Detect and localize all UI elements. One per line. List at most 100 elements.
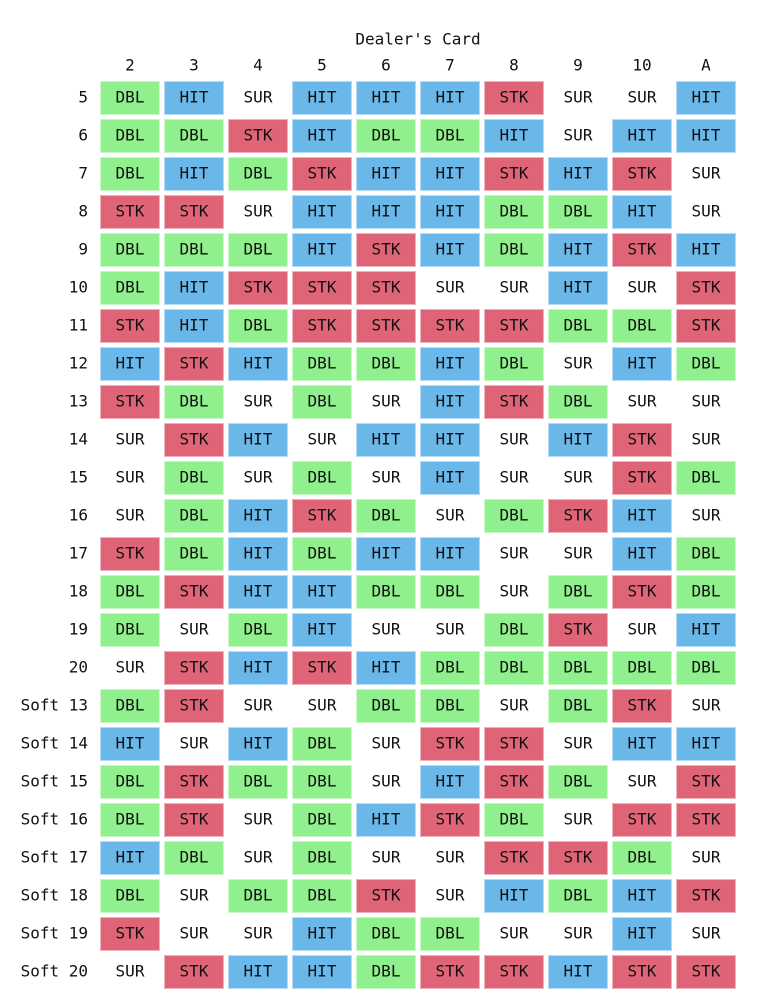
- cell-action: STK: [500, 772, 529, 791]
- cell-bg: [611, 498, 673, 534]
- cell-action: HIT: [692, 88, 721, 107]
- cell-action: STK: [180, 354, 209, 373]
- cell-action: SUR: [116, 506, 145, 525]
- cell-action: DBL: [436, 582, 465, 601]
- cell-action: HIT: [628, 354, 657, 373]
- cell-bg: [227, 118, 289, 154]
- cell-action: HIT: [436, 354, 465, 373]
- cell-action: DBL: [116, 278, 145, 297]
- cell-action: DBL: [372, 962, 401, 981]
- cell-action: SUR: [628, 88, 657, 107]
- cell-action: STK: [244, 126, 273, 145]
- cell-action: STK: [180, 658, 209, 677]
- cell-action: SUR: [500, 544, 529, 563]
- cell-bg: [483, 650, 545, 686]
- cell-bg: [484, 271, 544, 305]
- cell-action: DBL: [116, 88, 145, 107]
- cell-action: STK: [180, 582, 209, 601]
- cell-action: HIT: [308, 88, 337, 107]
- cell-action: SUR: [436, 848, 465, 867]
- cell-action: STK: [500, 848, 529, 867]
- cell-bg: [355, 346, 417, 382]
- cell-action: HIT: [372, 202, 401, 221]
- cell-action: HIT: [372, 88, 401, 107]
- cell-bg: [99, 80, 161, 116]
- cell-bg: [419, 232, 481, 268]
- cell-action: HIT: [308, 620, 337, 639]
- cell-action: STK: [180, 696, 209, 715]
- cell-bg: [611, 346, 673, 382]
- cell-bg: [484, 423, 544, 457]
- cell-action: STK: [436, 734, 465, 753]
- cell-bg: [99, 840, 161, 876]
- cell-action: DBL: [692, 544, 721, 563]
- cell-bg: [675, 308, 737, 344]
- cell-action: DBL: [116, 886, 145, 905]
- column-header: 6: [381, 56, 391, 75]
- cell-action: HIT: [372, 810, 401, 829]
- cell-bg: [675, 232, 737, 268]
- cell-bg: [355, 156, 417, 192]
- row-label: 12: [69, 354, 88, 373]
- cell-bg: [291, 156, 353, 192]
- cell-bg: [547, 194, 609, 230]
- row-label: 13: [69, 392, 88, 411]
- cell-action: SUR: [244, 202, 273, 221]
- cell-bg: [228, 803, 288, 837]
- cell-bg: [611, 232, 673, 268]
- cell-bg: [547, 422, 609, 458]
- row-label: 15: [69, 468, 88, 487]
- cell-bg: [355, 270, 417, 306]
- cell-bg: [227, 726, 289, 762]
- cell-action: HIT: [244, 354, 273, 373]
- cell-action: HIT: [308, 924, 337, 943]
- cell-action: STK: [628, 810, 657, 829]
- cell-action: SUR: [628, 620, 657, 639]
- cell-bg: [291, 80, 353, 116]
- cell-bg: [420, 499, 480, 533]
- cell-bg: [612, 765, 672, 799]
- cell-bg: [548, 803, 608, 837]
- cell-action: STK: [628, 468, 657, 487]
- cell-bg: [99, 270, 161, 306]
- cell-action: STK: [436, 962, 465, 981]
- cell-action: HIT: [244, 506, 273, 525]
- cell-bg: [419, 954, 481, 990]
- cell-action: SUR: [436, 886, 465, 905]
- cell-action: DBL: [372, 696, 401, 715]
- cell-bg: [227, 346, 289, 382]
- cell-action: DBL: [180, 848, 209, 867]
- cell-action: STK: [180, 962, 209, 981]
- cell-bg: [675, 650, 737, 686]
- cell-action: STK: [628, 240, 657, 259]
- cell-action: DBL: [436, 696, 465, 715]
- cell-bg: [291, 536, 353, 572]
- cell-bg: [164, 613, 224, 647]
- cell-action: SUR: [116, 468, 145, 487]
- cell-bg: [420, 841, 480, 875]
- cell-bg: [227, 764, 289, 800]
- cell-bg: [547, 688, 609, 724]
- cell-action: SUR: [372, 734, 401, 753]
- cell-bg: [419, 422, 481, 458]
- cell-action: DBL: [628, 316, 657, 335]
- cell-bg: [164, 917, 224, 951]
- cell-bg: [675, 536, 737, 572]
- cell-bg: [292, 423, 352, 457]
- row-label: 18: [69, 582, 88, 601]
- cell-action: SUR: [180, 924, 209, 943]
- cell-bg: [611, 878, 673, 914]
- cell-action: DBL: [244, 240, 273, 259]
- cell-bg: [99, 612, 161, 648]
- cell-action: HIT: [436, 240, 465, 259]
- cell-bg: [163, 422, 225, 458]
- cell-action: DBL: [116, 582, 145, 601]
- cell-bg: [676, 689, 736, 723]
- cell-bg: [483, 384, 545, 420]
- cell-bg: [611, 954, 673, 990]
- cell-action: DBL: [372, 506, 401, 525]
- cell-bg: [548, 119, 608, 153]
- cell-action: DBL: [564, 202, 593, 221]
- cell-action: SUR: [244, 696, 273, 715]
- cell-action: DBL: [500, 506, 529, 525]
